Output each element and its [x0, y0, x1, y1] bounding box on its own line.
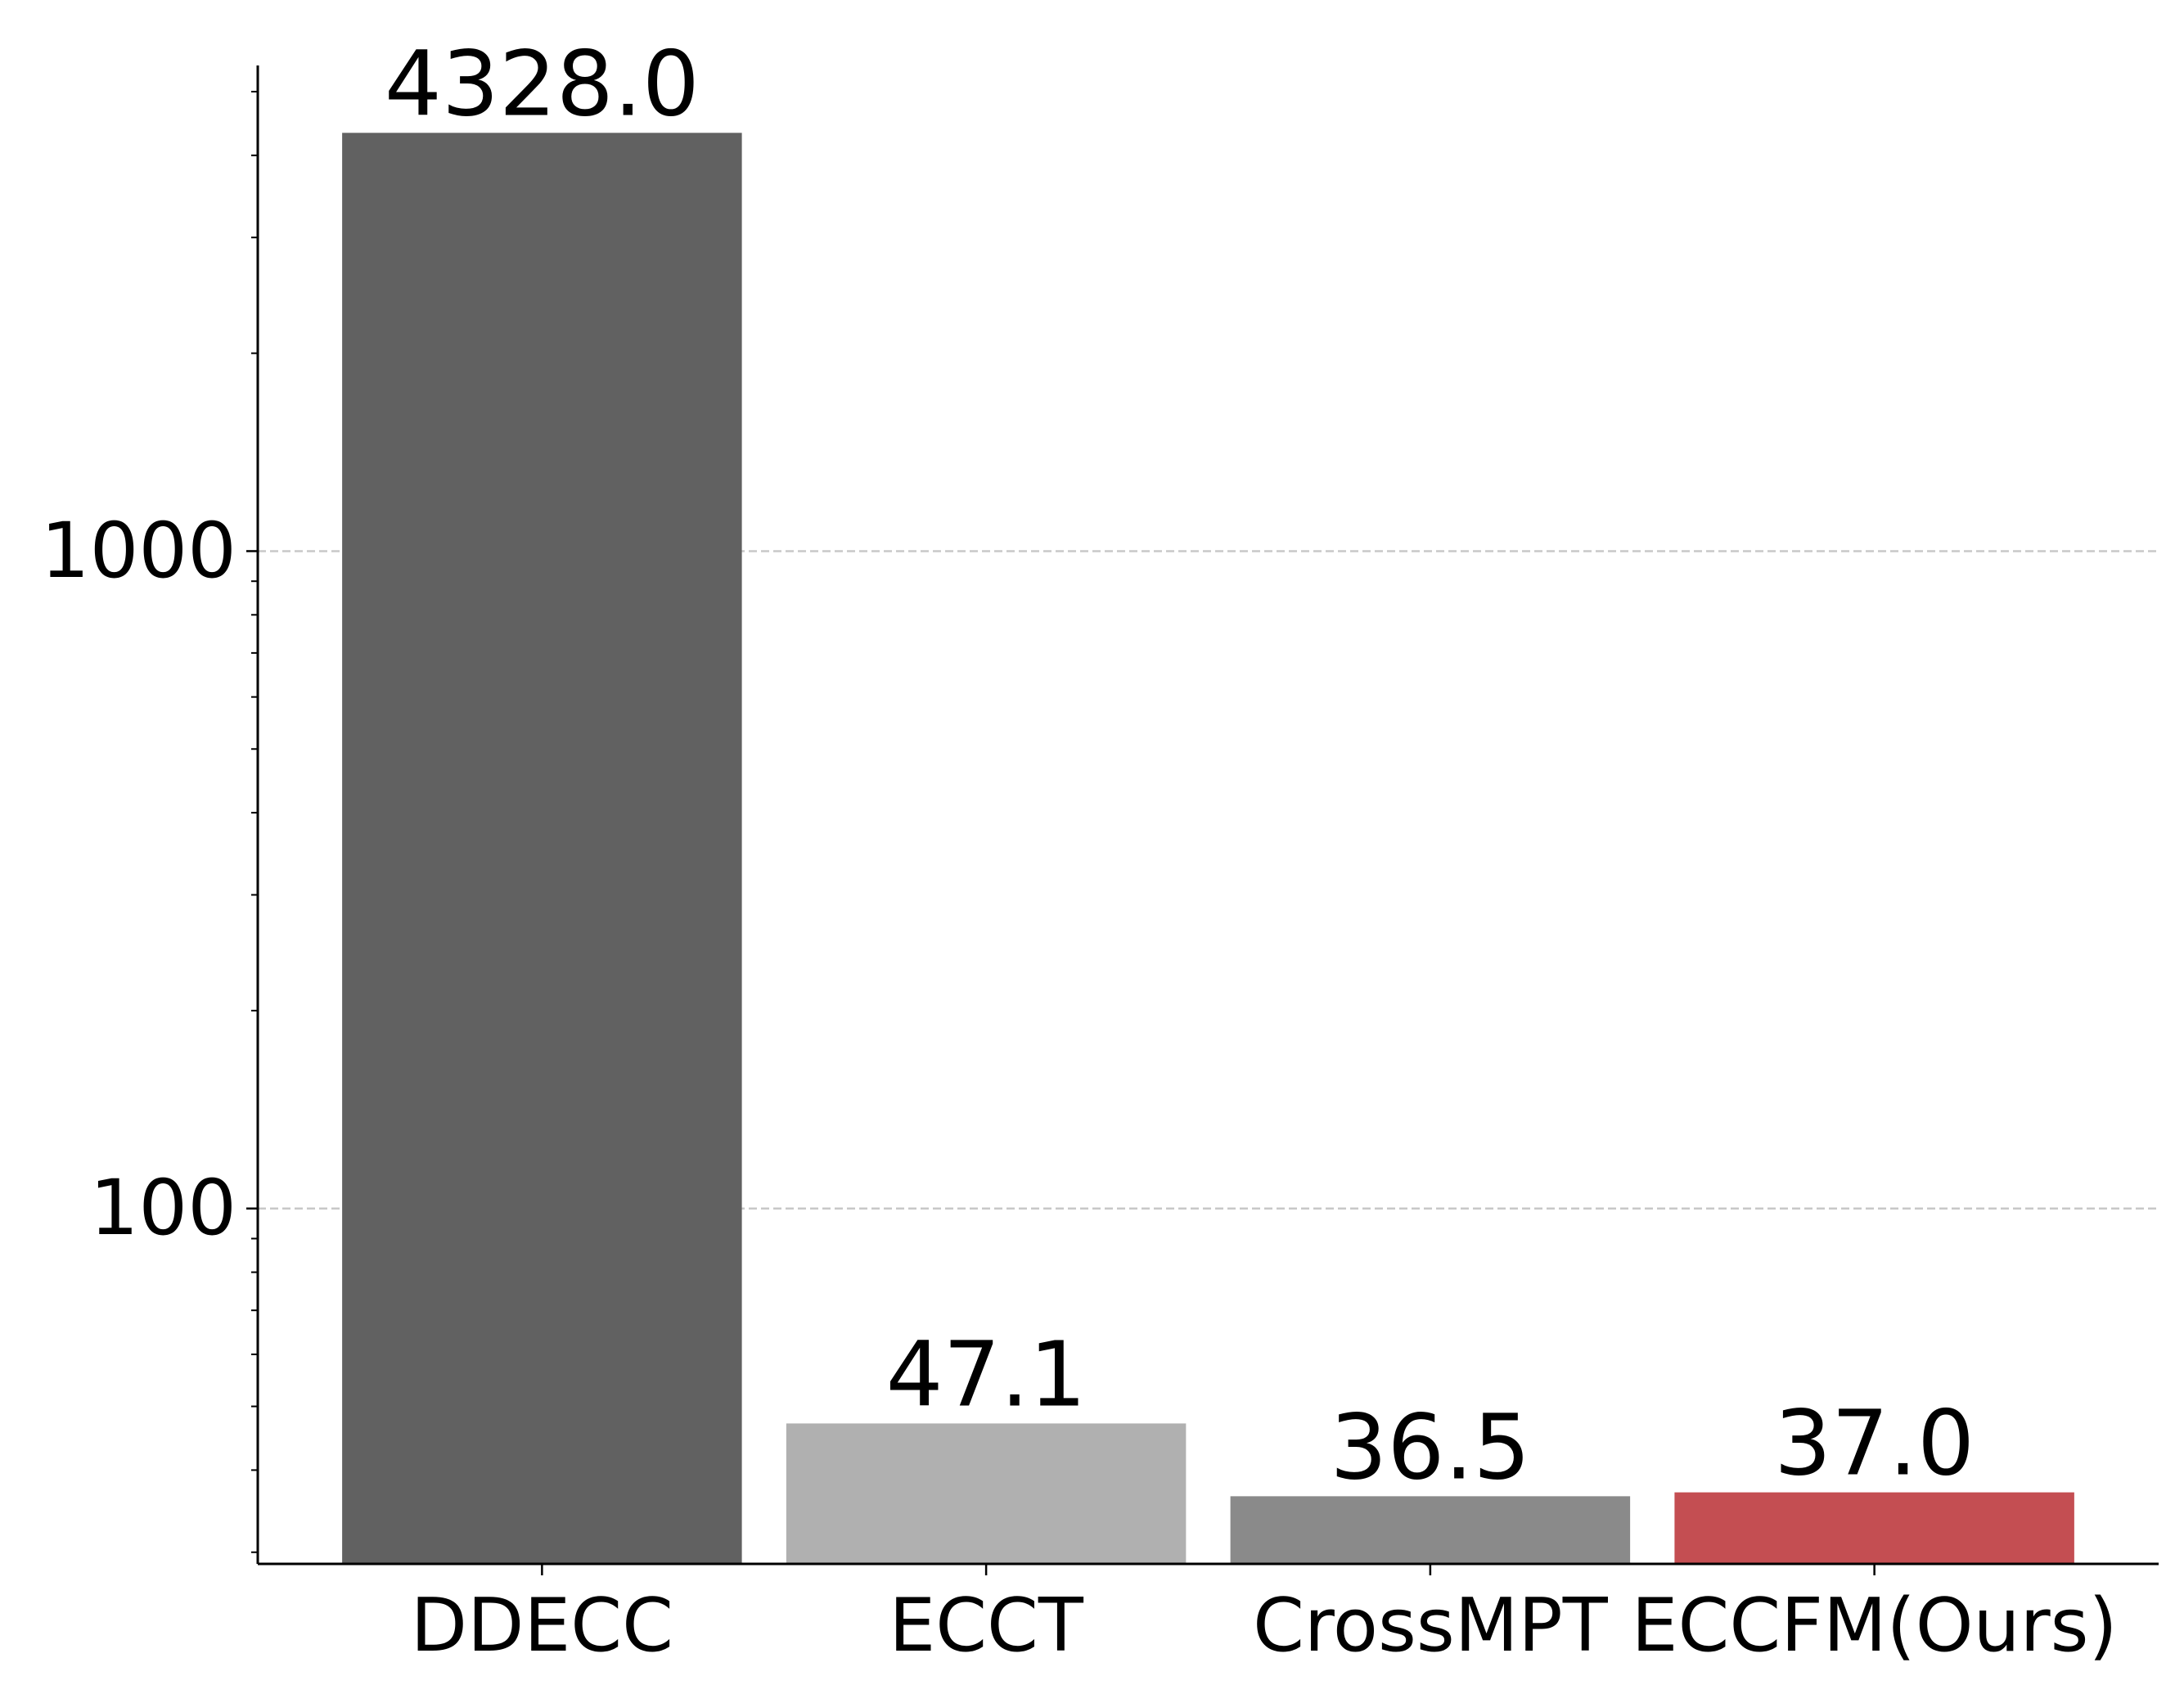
- bar: [342, 133, 742, 1564]
- value-label: 37.0: [1774, 1391, 1975, 1496]
- x-tick-label: ECCFM(Ours): [1632, 1583, 2118, 1669]
- x-tick-label: CrossMPT: [1253, 1583, 1609, 1669]
- bar: [786, 1423, 1187, 1564]
- value-label: 36.5: [1330, 1394, 1530, 1499]
- x-tick-label: ECCT: [889, 1583, 1084, 1669]
- bar: [1674, 1492, 2074, 1564]
- bar: [1230, 1496, 1631, 1564]
- value-label: 4328.0: [385, 31, 700, 136]
- y-tick-label: 1000: [41, 507, 236, 596]
- y-tick-label: 100: [90, 1164, 236, 1253]
- x-tick-label: DDECC: [411, 1583, 673, 1669]
- value-label: 47.1: [886, 1322, 1087, 1426]
